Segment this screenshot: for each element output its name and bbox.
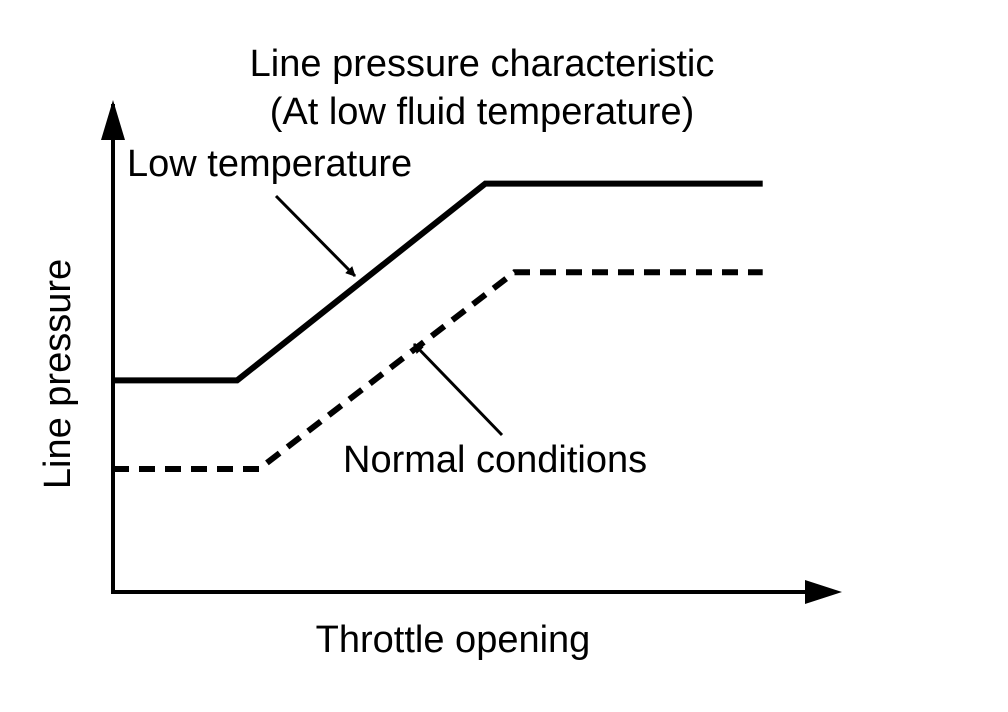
series-line-low-temperature <box>113 180 763 384</box>
chart-title: Line pressure characteristic <box>250 43 715 85</box>
y-axis-arrowhead <box>101 100 125 140</box>
x-axis-arrowhead <box>805 580 842 604</box>
annotation-arrow-normal-conditions <box>412 342 504 437</box>
annotation-low-temperature: Low temperature <box>127 143 412 185</box>
annotation-normal-conditions: Normal conditions <box>343 439 647 481</box>
y-axis-label: Line pressure <box>37 259 79 489</box>
x-axis-label: Throttle opening <box>316 619 591 661</box>
chart-subtitle: (At low fluid temperature) <box>270 91 695 133</box>
annotation-arrow-low-temperature <box>274 194 357 278</box>
